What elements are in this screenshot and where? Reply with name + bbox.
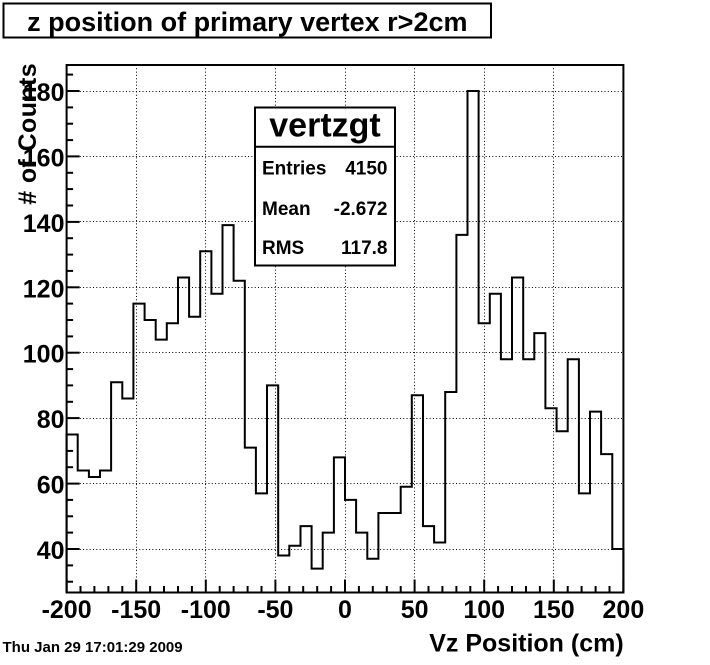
svg-text:-2.672: -2.672 bbox=[334, 199, 388, 220]
svg-text:140: 140 bbox=[23, 210, 65, 238]
svg-text:-50: -50 bbox=[257, 596, 293, 624]
svg-text:Mean: Mean bbox=[262, 199, 311, 220]
svg-text:# of Counts: # of Counts bbox=[14, 63, 42, 205]
svg-text:vertzgt: vertzgt bbox=[269, 107, 380, 145]
svg-text:200: 200 bbox=[603, 596, 645, 624]
svg-text:120: 120 bbox=[23, 275, 65, 303]
svg-text:60: 60 bbox=[37, 472, 65, 500]
svg-text:Thu Jan 29 17:01:29 2009: Thu Jan 29 17:01:29 2009 bbox=[3, 639, 183, 656]
svg-text:0: 0 bbox=[338, 596, 352, 624]
svg-text:z position of primary vertex r: z position of primary vertex r>2cm bbox=[27, 7, 467, 37]
svg-text:80: 80 bbox=[37, 406, 65, 434]
svg-text:180: 180 bbox=[23, 79, 65, 107]
svg-text:RMS: RMS bbox=[262, 238, 304, 259]
svg-text:160: 160 bbox=[23, 144, 65, 172]
svg-text:-200: -200 bbox=[42, 596, 92, 624]
svg-text:150: 150 bbox=[533, 596, 575, 624]
svg-text:100: 100 bbox=[23, 341, 65, 369]
svg-text:4150: 4150 bbox=[345, 158, 387, 179]
svg-text:40: 40 bbox=[37, 537, 65, 565]
svg-text:50: 50 bbox=[401, 596, 429, 624]
svg-text:-150: -150 bbox=[111, 596, 161, 624]
svg-text:-100: -100 bbox=[181, 596, 231, 624]
svg-text:Vz Position (cm): Vz Position (cm) bbox=[429, 630, 623, 658]
svg-text:Entries: Entries bbox=[262, 158, 326, 179]
svg-text:117.8: 117.8 bbox=[341, 238, 388, 259]
svg-text:100: 100 bbox=[463, 596, 505, 624]
